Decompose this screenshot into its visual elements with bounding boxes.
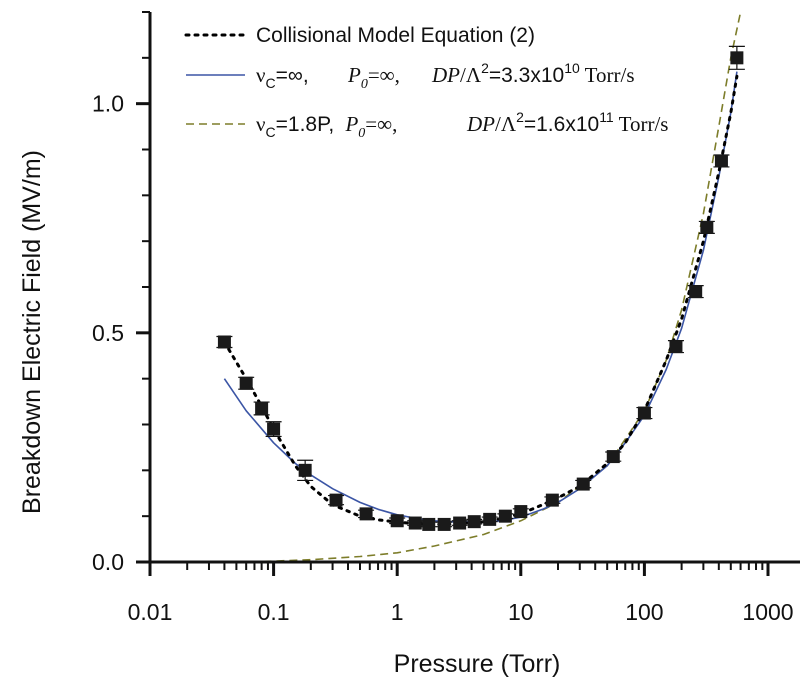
series-line-solid — [223, 71, 738, 523]
data-marker — [267, 422, 281, 436]
data-point — [687, 285, 704, 299]
data-point — [575, 477, 592, 491]
x-tick-label: 1000 — [742, 599, 793, 625]
data-point — [265, 421, 282, 438]
data-point — [667, 340, 684, 354]
series-line-dashed — [224, 11, 742, 562]
data-point — [698, 220, 715, 234]
axes: 0.01 0.1 1 10 100 1000 0.0 0.5 1.0 — [92, 11, 800, 625]
x-tick-label: 10 — [508, 599, 534, 625]
data-marker — [545, 493, 559, 507]
data-point — [238, 376, 255, 390]
data-point — [407, 516, 424, 530]
data-point — [636, 406, 653, 420]
data-marker — [422, 517, 436, 531]
data-marker — [498, 509, 512, 523]
data-marker — [689, 285, 703, 299]
data-point — [358, 507, 375, 521]
data-point — [605, 450, 622, 464]
data-marker — [437, 517, 451, 531]
y-axis-label: Breakdown Electric Field (MV/m) — [18, 150, 46, 514]
data-point — [436, 517, 453, 531]
data-marker — [255, 401, 269, 415]
y-tick-label: 1.0 — [92, 91, 124, 117]
x-tick-label: 1 — [391, 599, 404, 625]
data-point — [512, 505, 529, 519]
data-marker — [637, 406, 651, 420]
data-point — [328, 493, 345, 507]
data-marker — [453, 516, 467, 530]
data-marker — [467, 515, 481, 529]
legend-label-green-model: νC=1.8P, P0=∞, DP/Λ2=1.6x1011 Torr/s — [256, 109, 668, 141]
data-marker — [576, 477, 590, 491]
data-marker — [730, 51, 744, 65]
data-marker — [514, 505, 528, 519]
data-point — [451, 516, 468, 530]
data-point — [297, 459, 314, 482]
x-tick-label: 0.1 — [258, 599, 290, 625]
data-marker — [408, 516, 422, 530]
series-line-dotted — [222, 74, 739, 526]
data-marker — [217, 335, 231, 349]
data-marker — [359, 507, 373, 521]
data-marker — [714, 154, 728, 168]
curves — [222, 11, 742, 562]
data-point — [497, 509, 514, 523]
x-tick-label: 0.01 — [128, 599, 173, 625]
data-marker — [669, 340, 683, 354]
data-point — [216, 335, 233, 349]
data-marker — [239, 376, 253, 390]
data-point — [420, 517, 437, 531]
data-marker — [298, 463, 312, 477]
data-point — [253, 401, 270, 416]
data-point — [466, 515, 483, 529]
y-tick-label: 0.5 — [92, 320, 124, 346]
data-marker — [329, 493, 343, 507]
data-point — [389, 514, 406, 528]
legend-label-blue-model: νC=∞, P0=∞, DP/Λ2=3.3x1010 Torr/s — [256, 60, 635, 92]
data-points — [216, 45, 745, 531]
data-marker — [606, 450, 620, 464]
data-point — [728, 45, 745, 70]
data-point — [481, 512, 498, 526]
y-tick-label: 0.0 — [92, 549, 124, 575]
data-marker — [483, 512, 497, 526]
x-tick-label: 100 — [625, 599, 663, 625]
data-marker — [700, 220, 714, 234]
legend-label-collisional: Collisional Model Equation (2) — [256, 24, 535, 47]
data-marker — [390, 514, 404, 528]
data-point — [713, 154, 730, 168]
legend: Collisional Model Equation (2) νC=∞, P0=… — [184, 24, 668, 141]
data-point — [544, 493, 561, 507]
x-axis-label: Pressure (Torr) — [394, 650, 561, 678]
